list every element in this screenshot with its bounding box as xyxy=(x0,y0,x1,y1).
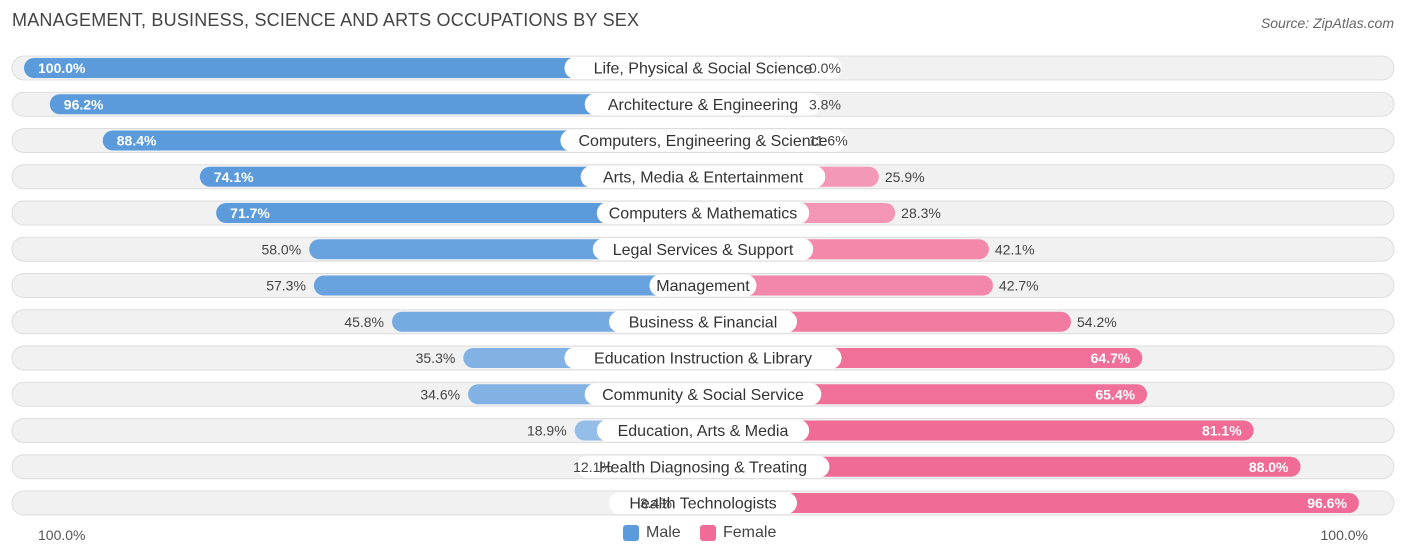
data-label-female: 0.0% xyxy=(809,60,841,76)
data-label-male: 88.4% xyxy=(117,133,157,149)
data-label-male: 12.1% xyxy=(573,459,613,475)
data-label-male: 100.0% xyxy=(38,60,86,76)
category-label-pill xyxy=(580,165,826,188)
category-label-pill xyxy=(584,93,822,116)
category-label-pill xyxy=(584,383,822,406)
legend-swatch-female xyxy=(700,525,716,541)
data-label-male: 58.0% xyxy=(261,241,301,257)
data-label-female: 81.1% xyxy=(1202,423,1242,439)
category-label-pill xyxy=(609,492,797,514)
category-label: Education Instruction & Library xyxy=(594,351,812,368)
data-label-female: 64.7% xyxy=(1091,350,1131,366)
category-label: Education, Arts & Media xyxy=(618,423,789,440)
data-label-female: 96.6% xyxy=(1307,495,1347,511)
data-label-male: 71.7% xyxy=(230,205,270,221)
bar-female xyxy=(703,493,1359,513)
legend-item-female[interactable]: Female xyxy=(700,524,776,542)
category-label-pill xyxy=(592,238,814,261)
data-label-female: 88.0% xyxy=(1249,459,1289,475)
bar-male xyxy=(313,275,703,296)
axis-left-label: 100.0% xyxy=(38,527,86,543)
data-label-male: 74.1% xyxy=(214,169,254,185)
chart-row-6: Management 57.3% 42.7% xyxy=(11,273,1395,298)
data-label-female: 54.2% xyxy=(1077,314,1117,330)
data-label-female: 11.6% xyxy=(809,133,848,149)
data-label-male: 34.6% xyxy=(420,386,460,402)
data-label-male: 57.3% xyxy=(266,278,306,294)
data-label-male: 96.2% xyxy=(64,96,104,112)
legend-label-male: Male xyxy=(646,524,681,541)
data-label-male: 3.4% xyxy=(640,495,672,511)
data-label-female: 65.4% xyxy=(1095,386,1135,402)
category-label: Health Technologists xyxy=(629,496,776,513)
chart-row-5: Legal Services & Support 58.0% 42.1% xyxy=(11,236,1395,262)
category-label-pill xyxy=(564,347,842,369)
bar-male xyxy=(199,166,703,187)
bar-male xyxy=(49,94,703,115)
legend-item-male[interactable]: Male xyxy=(623,524,681,542)
category-label: Computers & Mathematics xyxy=(609,206,798,223)
category-label: Legal Services & Support xyxy=(613,242,794,259)
bar-female xyxy=(703,275,993,296)
legend: Male Female xyxy=(0,524,1406,544)
category-label-pill xyxy=(564,57,842,79)
category-label-pill xyxy=(609,310,797,333)
chart-row-0: Life, Physical & Social Science 100.0% 0.0… xyxy=(11,55,1395,81)
data-label-male: 45.8% xyxy=(344,314,384,330)
data-label-female: 3.8% xyxy=(809,96,841,112)
bar-female xyxy=(703,420,1254,441)
data-label-female: 42.1% xyxy=(995,241,1035,257)
category-label-pill xyxy=(649,274,757,297)
legend-label-female: Female xyxy=(723,524,777,541)
legend-swatch-male xyxy=(623,525,639,541)
bar-male xyxy=(216,203,704,223)
category-label: Management xyxy=(656,278,750,295)
category-label: Architecture & Engineering xyxy=(608,97,798,114)
category-label-pill xyxy=(560,129,846,152)
chart-row-7: Business & Financial 45.8% 54.2% xyxy=(11,309,1395,335)
chart-title: MANAGEMENT, BUSINESS, SCIENCE AND ARTS O… xyxy=(12,10,640,30)
category-label: Arts, Media & Entertainment xyxy=(603,169,804,186)
chart-row-4: Computers & Mathematics 71.7% 28.3% xyxy=(11,200,1395,226)
category-label-pill xyxy=(596,419,810,442)
category-label: Business & Financial xyxy=(629,314,778,331)
category-label: Computers, Engineering & Science xyxy=(578,133,827,150)
bar-male xyxy=(102,130,704,151)
category-label: Life, Physical & Social Science xyxy=(594,61,813,78)
category-label: Community & Social Service xyxy=(602,387,804,404)
axis-right-label: 100.0% xyxy=(1320,527,1368,543)
chart-row-2: Computers, Engineering & Science 88.4% 11.… xyxy=(11,128,1395,153)
chart-row-3: Arts, Media & Entertainment 74.1% 25.9% xyxy=(11,164,1395,190)
chart-row-1: Architecture & Engineering 96.2% 3.8% xyxy=(11,91,1395,117)
chart-source: Source: ZipAtlas.com xyxy=(1260,15,1394,31)
chart-row-9: Community & Social Service 34.6% 65.4% xyxy=(11,381,1395,407)
bar-male xyxy=(24,58,703,78)
category-label-pill xyxy=(576,455,830,478)
data-label-female: 25.9% xyxy=(885,169,925,185)
data-label-male: 35.3% xyxy=(416,350,456,366)
bar-female xyxy=(703,456,1301,477)
chart-row-10: Education, Arts & Media 18.9% 81.1% xyxy=(11,418,1395,443)
data-label-male: 18.9% xyxy=(527,423,567,439)
data-label-female: 42.7% xyxy=(999,278,1039,294)
category-label: Health Diagnosing & Treating xyxy=(599,459,807,476)
chart-row-8: Education Instruction & Library 35.3% 64.7… xyxy=(11,345,1395,371)
data-label-female: 28.3% xyxy=(901,205,941,221)
category-label-pill xyxy=(596,202,810,224)
